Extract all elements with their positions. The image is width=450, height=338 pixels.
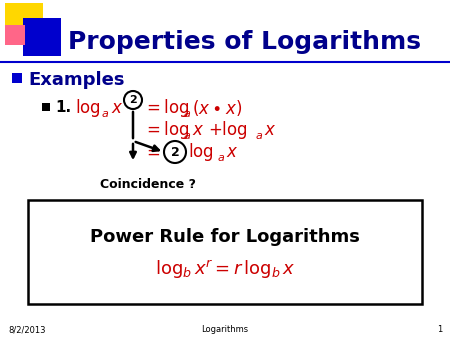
Text: $+ \mathsf{log}$: $+ \mathsf{log}$ <box>208 119 248 141</box>
Text: $\mathit{a}$: $\mathit{a}$ <box>183 109 191 119</box>
Text: 2: 2 <box>129 95 137 105</box>
Text: Coincidence ?: Coincidence ? <box>100 178 196 192</box>
Text: 2: 2 <box>171 145 180 159</box>
Circle shape <box>164 141 186 163</box>
Text: 1.: 1. <box>55 100 71 116</box>
Circle shape <box>124 91 142 109</box>
Text: $\mathsf{log}$: $\mathsf{log}$ <box>188 141 214 163</box>
Text: $=$: $=$ <box>143 143 160 161</box>
Text: $= \mathsf{log}$: $= \mathsf{log}$ <box>143 119 189 141</box>
Text: $\mathit{x}$: $\mathit{x}$ <box>226 143 239 161</box>
Text: $\mathit{x}$: $\mathit{x}$ <box>111 99 123 117</box>
FancyBboxPatch shape <box>28 200 422 304</box>
Text: $= \mathsf{log}$: $= \mathsf{log}$ <box>143 97 189 119</box>
Text: $\mathit{a}$: $\mathit{a}$ <box>255 131 263 141</box>
Text: $\mathit{a}$: $\mathit{a}$ <box>217 153 225 163</box>
Text: $\mathsf{log}$: $\mathsf{log}$ <box>75 97 101 119</box>
FancyBboxPatch shape <box>12 73 22 83</box>
Text: Properties of Logarithms: Properties of Logarithms <box>68 30 421 54</box>
FancyBboxPatch shape <box>23 18 61 56</box>
FancyBboxPatch shape <box>5 25 25 45</box>
Text: Examples: Examples <box>28 71 125 89</box>
FancyBboxPatch shape <box>5 3 43 41</box>
Text: Logarithms: Logarithms <box>202 325 248 335</box>
Text: Power Rule for Logarithms: Power Rule for Logarithms <box>90 228 360 246</box>
Text: $\mathsf{log}_b\, x^r = r\,\mathsf{log}_b\, x$: $\mathsf{log}_b\, x^r = r\,\mathsf{log}_… <box>155 259 295 281</box>
Text: $\mathit{a}$: $\mathit{a}$ <box>101 109 109 119</box>
Text: $\mathit{x}$: $\mathit{x}$ <box>264 121 276 139</box>
Text: $(\mathit{x} \bullet \mathit{x})$: $(\mathit{x} \bullet \mathit{x})$ <box>192 98 242 118</box>
Text: 1: 1 <box>437 325 442 335</box>
FancyBboxPatch shape <box>42 103 50 111</box>
Text: $\mathit{a}$: $\mathit{a}$ <box>183 131 191 141</box>
Text: $\mathit{x}$: $\mathit{x}$ <box>192 121 204 139</box>
Text: 8/2/2013: 8/2/2013 <box>8 325 45 335</box>
